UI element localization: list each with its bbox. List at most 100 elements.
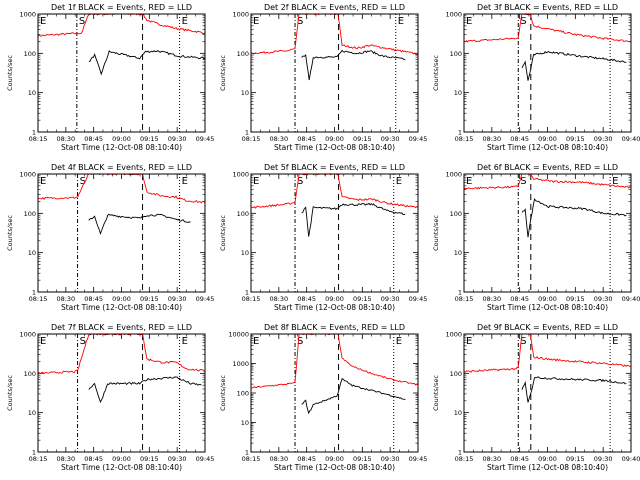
marker-label: S — [80, 336, 86, 347]
x-tick-label: 09:15 — [140, 455, 159, 463]
marker-label: E — [466, 16, 472, 27]
chart-panel-9: Det 9f BLACK = Events, RED = LLD Counts/s… — [432, 323, 640, 472]
y-tick-label: 1000 — [232, 171, 249, 179]
x-tick-label: 09:00 — [112, 295, 131, 303]
plot-frame — [463, 333, 632, 453]
x-tick-label: 09:45 — [409, 455, 428, 463]
x-tick-label: 08:45 — [510, 455, 529, 463]
chart-panel-2: Det 2f BLACK = Events, RED = LLD Counts/s… — [219, 3, 427, 152]
x-tick-label: 09:30 — [594, 295, 613, 303]
x-tick-label: 08:15 — [455, 295, 474, 303]
plot-frame — [250, 13, 419, 133]
marker-label: E — [182, 336, 188, 347]
y-tick-label: 100 — [450, 50, 462, 58]
x-tick-label: 08:45 — [297, 135, 316, 143]
y-axis-label: Counts/sec — [432, 55, 440, 91]
x-axis-label: Start Time (12-Oct-08 08:10:40) — [274, 143, 395, 152]
x-tick-label: 09:00 — [538, 455, 557, 463]
chart-panel-4: Det 4f BLACK = Events, RED = LLD Counts/s… — [6, 163, 214, 312]
y-tick-label: 100 — [450, 210, 462, 218]
marker-label: E — [612, 336, 618, 347]
x-tick-label: 08:30 — [56, 455, 75, 463]
y-tick-label: 100 — [237, 210, 249, 218]
y-axis-label: Counts/sec — [219, 55, 227, 91]
x-tick-label: 09:00 — [325, 455, 344, 463]
x-tick-label: 09:30 — [168, 295, 187, 303]
x-tick-label: 08:45 — [84, 295, 103, 303]
x-tick-label: 08:15 — [29, 455, 48, 463]
y-tick-label: 1 — [245, 289, 249, 297]
y-axis-label: Counts/sec — [6, 55, 14, 91]
chart-title: Det 7f BLACK = Events, RED = LLD — [51, 323, 192, 332]
y-tick-label: 1 — [245, 449, 249, 457]
y-tick-label: 1 — [458, 289, 462, 297]
plot-frame — [250, 173, 419, 293]
x-axis-label: Start Time (12-Oct-08 08:10:40) — [274, 303, 395, 312]
y-tick-label: 1000 — [19, 171, 36, 179]
x-tick-label: 09:15 — [140, 295, 159, 303]
x-tick-label: 09:00 — [325, 295, 344, 303]
marker-label: E — [398, 16, 404, 27]
x-tick-label: 08:30 — [269, 135, 288, 143]
y-tick-label: 10000 — [228, 331, 249, 339]
x-tick-label: 08:30 — [482, 295, 501, 303]
marker-label: S — [297, 176, 303, 187]
y-tick-label: 10 — [241, 89, 249, 97]
chart-panel-1: Det 1f BLACK = Events, RED = LLD Counts/s… — [6, 3, 214, 152]
x-axis-label: Start Time (12-Oct-08 08:10:40) — [61, 143, 182, 152]
marker-label: S — [297, 336, 303, 347]
events-series-line — [301, 49, 406, 81]
y-tick-label: 1000 — [445, 171, 462, 179]
y-axis-label: Counts/sec — [6, 375, 14, 411]
lld-series-line — [251, 334, 418, 389]
x-tick-label: 08:45 — [297, 295, 316, 303]
marker-label: E — [253, 16, 259, 27]
chart-title: Det 6f BLACK = Events, RED = LLD — [477, 163, 618, 172]
events-series-line — [88, 50, 205, 76]
y-tick-label: 10 — [28, 249, 36, 257]
marker-label: S — [80, 176, 86, 187]
chart-title: Det 8f BLACK = Events, RED = LLD — [264, 323, 405, 332]
x-tick-label: 09:00 — [538, 295, 557, 303]
chart-title: Det 1f BLACK = Events, RED = LLD — [51, 3, 192, 12]
chart-title: Det 4f BLACK = Events, RED = LLD — [51, 163, 192, 172]
y-tick-label: 1 — [245, 129, 249, 137]
x-tick-label: 08:30 — [269, 455, 288, 463]
events-series-line — [301, 378, 406, 415]
y-axis-label: Counts/sec — [219, 375, 227, 411]
x-tick-label: 08:15 — [455, 455, 474, 463]
x-axis-label: Start Time (12-Oct-08 08:10:40) — [61, 463, 182, 472]
x-tick-label: 09:15 — [566, 135, 585, 143]
x-tick-label: 08:45 — [510, 135, 529, 143]
y-tick-label: 1000 — [232, 360, 249, 368]
chart-panel-8: Det 8f BLACK = Events, RED = LLD Counts/s… — [219, 323, 427, 472]
y-tick-label: 10 — [454, 89, 462, 97]
x-tick-label: 08:30 — [56, 295, 75, 303]
y-axis-label: Counts/sec — [432, 215, 440, 251]
chart-title: Det 3f BLACK = Events, RED = LLD — [477, 3, 618, 12]
y-tick-label: 1 — [458, 449, 462, 457]
x-tick-label: 09:30 — [168, 455, 187, 463]
x-tick-label: 09:15 — [566, 455, 585, 463]
marker-label: E — [612, 16, 618, 27]
lld-series-line — [38, 14, 205, 37]
y-tick-label: 100 — [24, 210, 36, 218]
marker-label: E — [182, 16, 188, 27]
chart-panel-6: Det 6f BLACK = Events, RED = LLD Counts/s… — [432, 163, 640, 312]
marker-label: E — [253, 336, 259, 347]
x-tick-label: 09:30 — [168, 135, 187, 143]
marker-label: E — [40, 336, 46, 347]
y-tick-label: 1000 — [232, 11, 249, 19]
x-tick-label: 08:30 — [482, 455, 501, 463]
lld-series-line — [464, 174, 631, 190]
x-tick-label: 08:15 — [29, 295, 48, 303]
marker-label: E — [396, 176, 402, 187]
lld-series-line — [38, 174, 205, 204]
x-tick-label: 09:00 — [538, 135, 557, 143]
x-tick-label: 09:00 — [112, 455, 131, 463]
